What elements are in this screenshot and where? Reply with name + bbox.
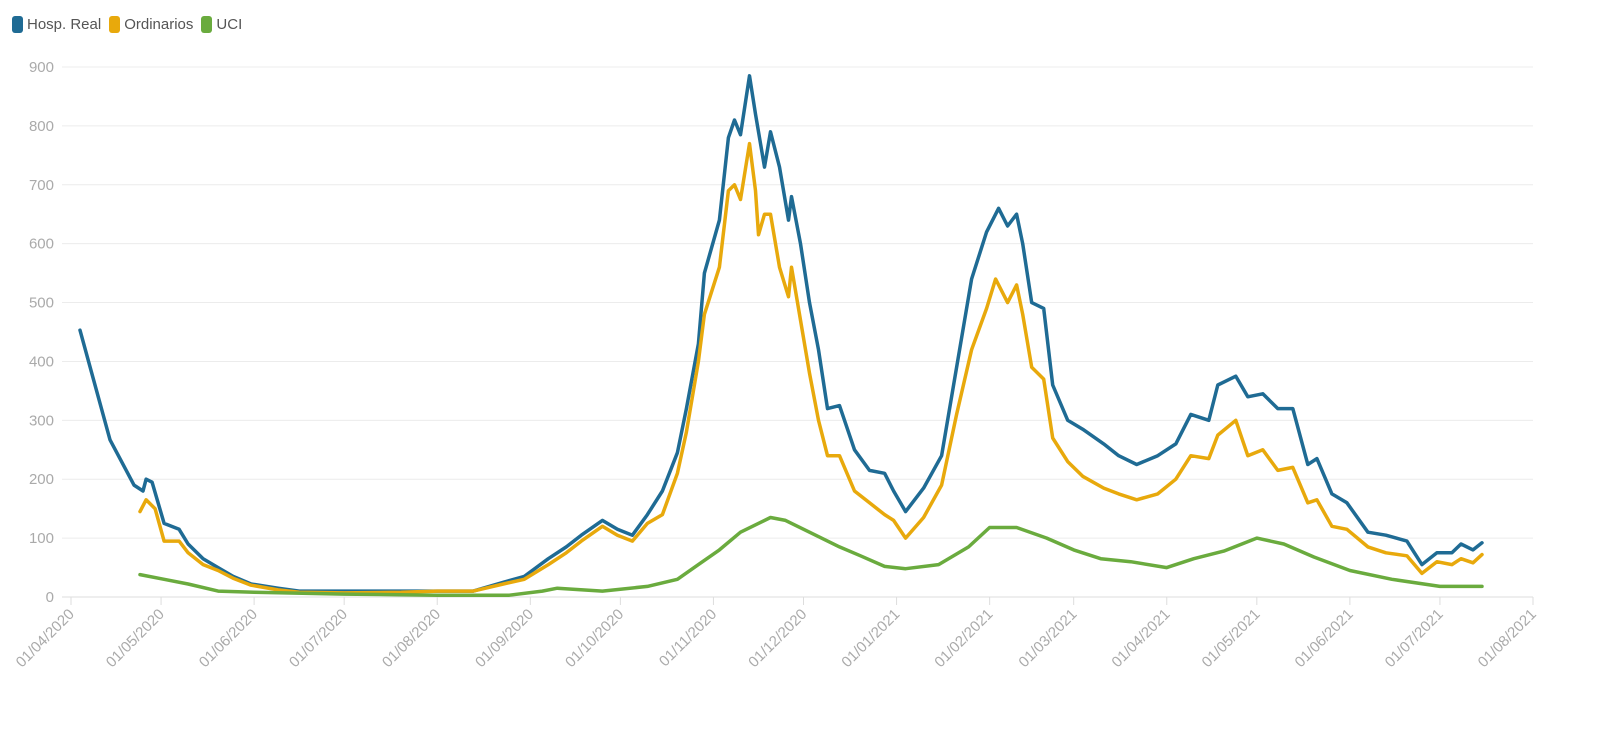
x-tick-label: 01/04/2020 bbox=[13, 606, 78, 671]
y-tick-label: 0 bbox=[46, 589, 54, 606]
x-tick-label: 01/02/2021 bbox=[931, 606, 996, 671]
x-tick-label: 01/07/2021 bbox=[1382, 606, 1447, 671]
legend-swatch-icon bbox=[109, 16, 121, 33]
x-tick-label: 01/04/2021 bbox=[1108, 606, 1173, 671]
y-tick-label: 800 bbox=[29, 118, 54, 135]
y-tick-label: 300 bbox=[29, 412, 54, 429]
legend-item-uci[interactable]: UCI bbox=[201, 16, 242, 33]
legend: Hosp. Real Ordinarios UCI bbox=[12, 16, 242, 33]
legend-item-hosp-real[interactable]: Hosp. Real bbox=[12, 16, 101, 33]
x-tick-label: 01/08/2021 bbox=[1475, 606, 1540, 671]
x-tick-label: 01/05/2021 bbox=[1199, 606, 1264, 671]
legend-swatch-icon bbox=[12, 16, 23, 33]
x-tick-label: 01/09/2020 bbox=[472, 606, 537, 671]
y-tick-label: 900 bbox=[29, 59, 54, 76]
legend-item-ordinarios[interactable]: Ordinarios bbox=[109, 16, 193, 33]
x-tick-label: 01/06/2020 bbox=[196, 606, 261, 671]
series-line-hosp-real bbox=[78, 74, 1484, 593]
x-tick-label: 01/06/2021 bbox=[1292, 606, 1357, 671]
x-tick-label: 01/12/2020 bbox=[745, 606, 810, 671]
x-tick-label: 01/08/2020 bbox=[379, 606, 444, 671]
series-line-uci bbox=[138, 515, 1484, 597]
legend-label: Ordinarios bbox=[124, 16, 194, 33]
y-tick-label: 600 bbox=[29, 236, 54, 253]
y-tick-label: 700 bbox=[29, 177, 54, 194]
y-tick-label: 100 bbox=[29, 530, 54, 547]
y-tick-label: 400 bbox=[29, 353, 54, 370]
legend-label: UCI bbox=[216, 16, 243, 33]
legend-swatch-icon bbox=[201, 16, 213, 33]
x-tick-label: 01/01/2021 bbox=[838, 606, 903, 671]
x-tick-label: 01/07/2020 bbox=[286, 606, 351, 671]
x-tick-label: 01/10/2020 bbox=[562, 606, 627, 671]
y-tick-label: 200 bbox=[29, 471, 54, 488]
x-tick-label: 01/05/2020 bbox=[103, 606, 168, 671]
legend-label: Hosp. Real bbox=[27, 16, 102, 33]
series-line-ordinarios bbox=[138, 141, 1484, 595]
x-tick-label: 01/03/2021 bbox=[1015, 606, 1080, 671]
x-tick-label: 01/11/2020 bbox=[656, 606, 720, 670]
y-tick-label: 500 bbox=[29, 295, 54, 312]
